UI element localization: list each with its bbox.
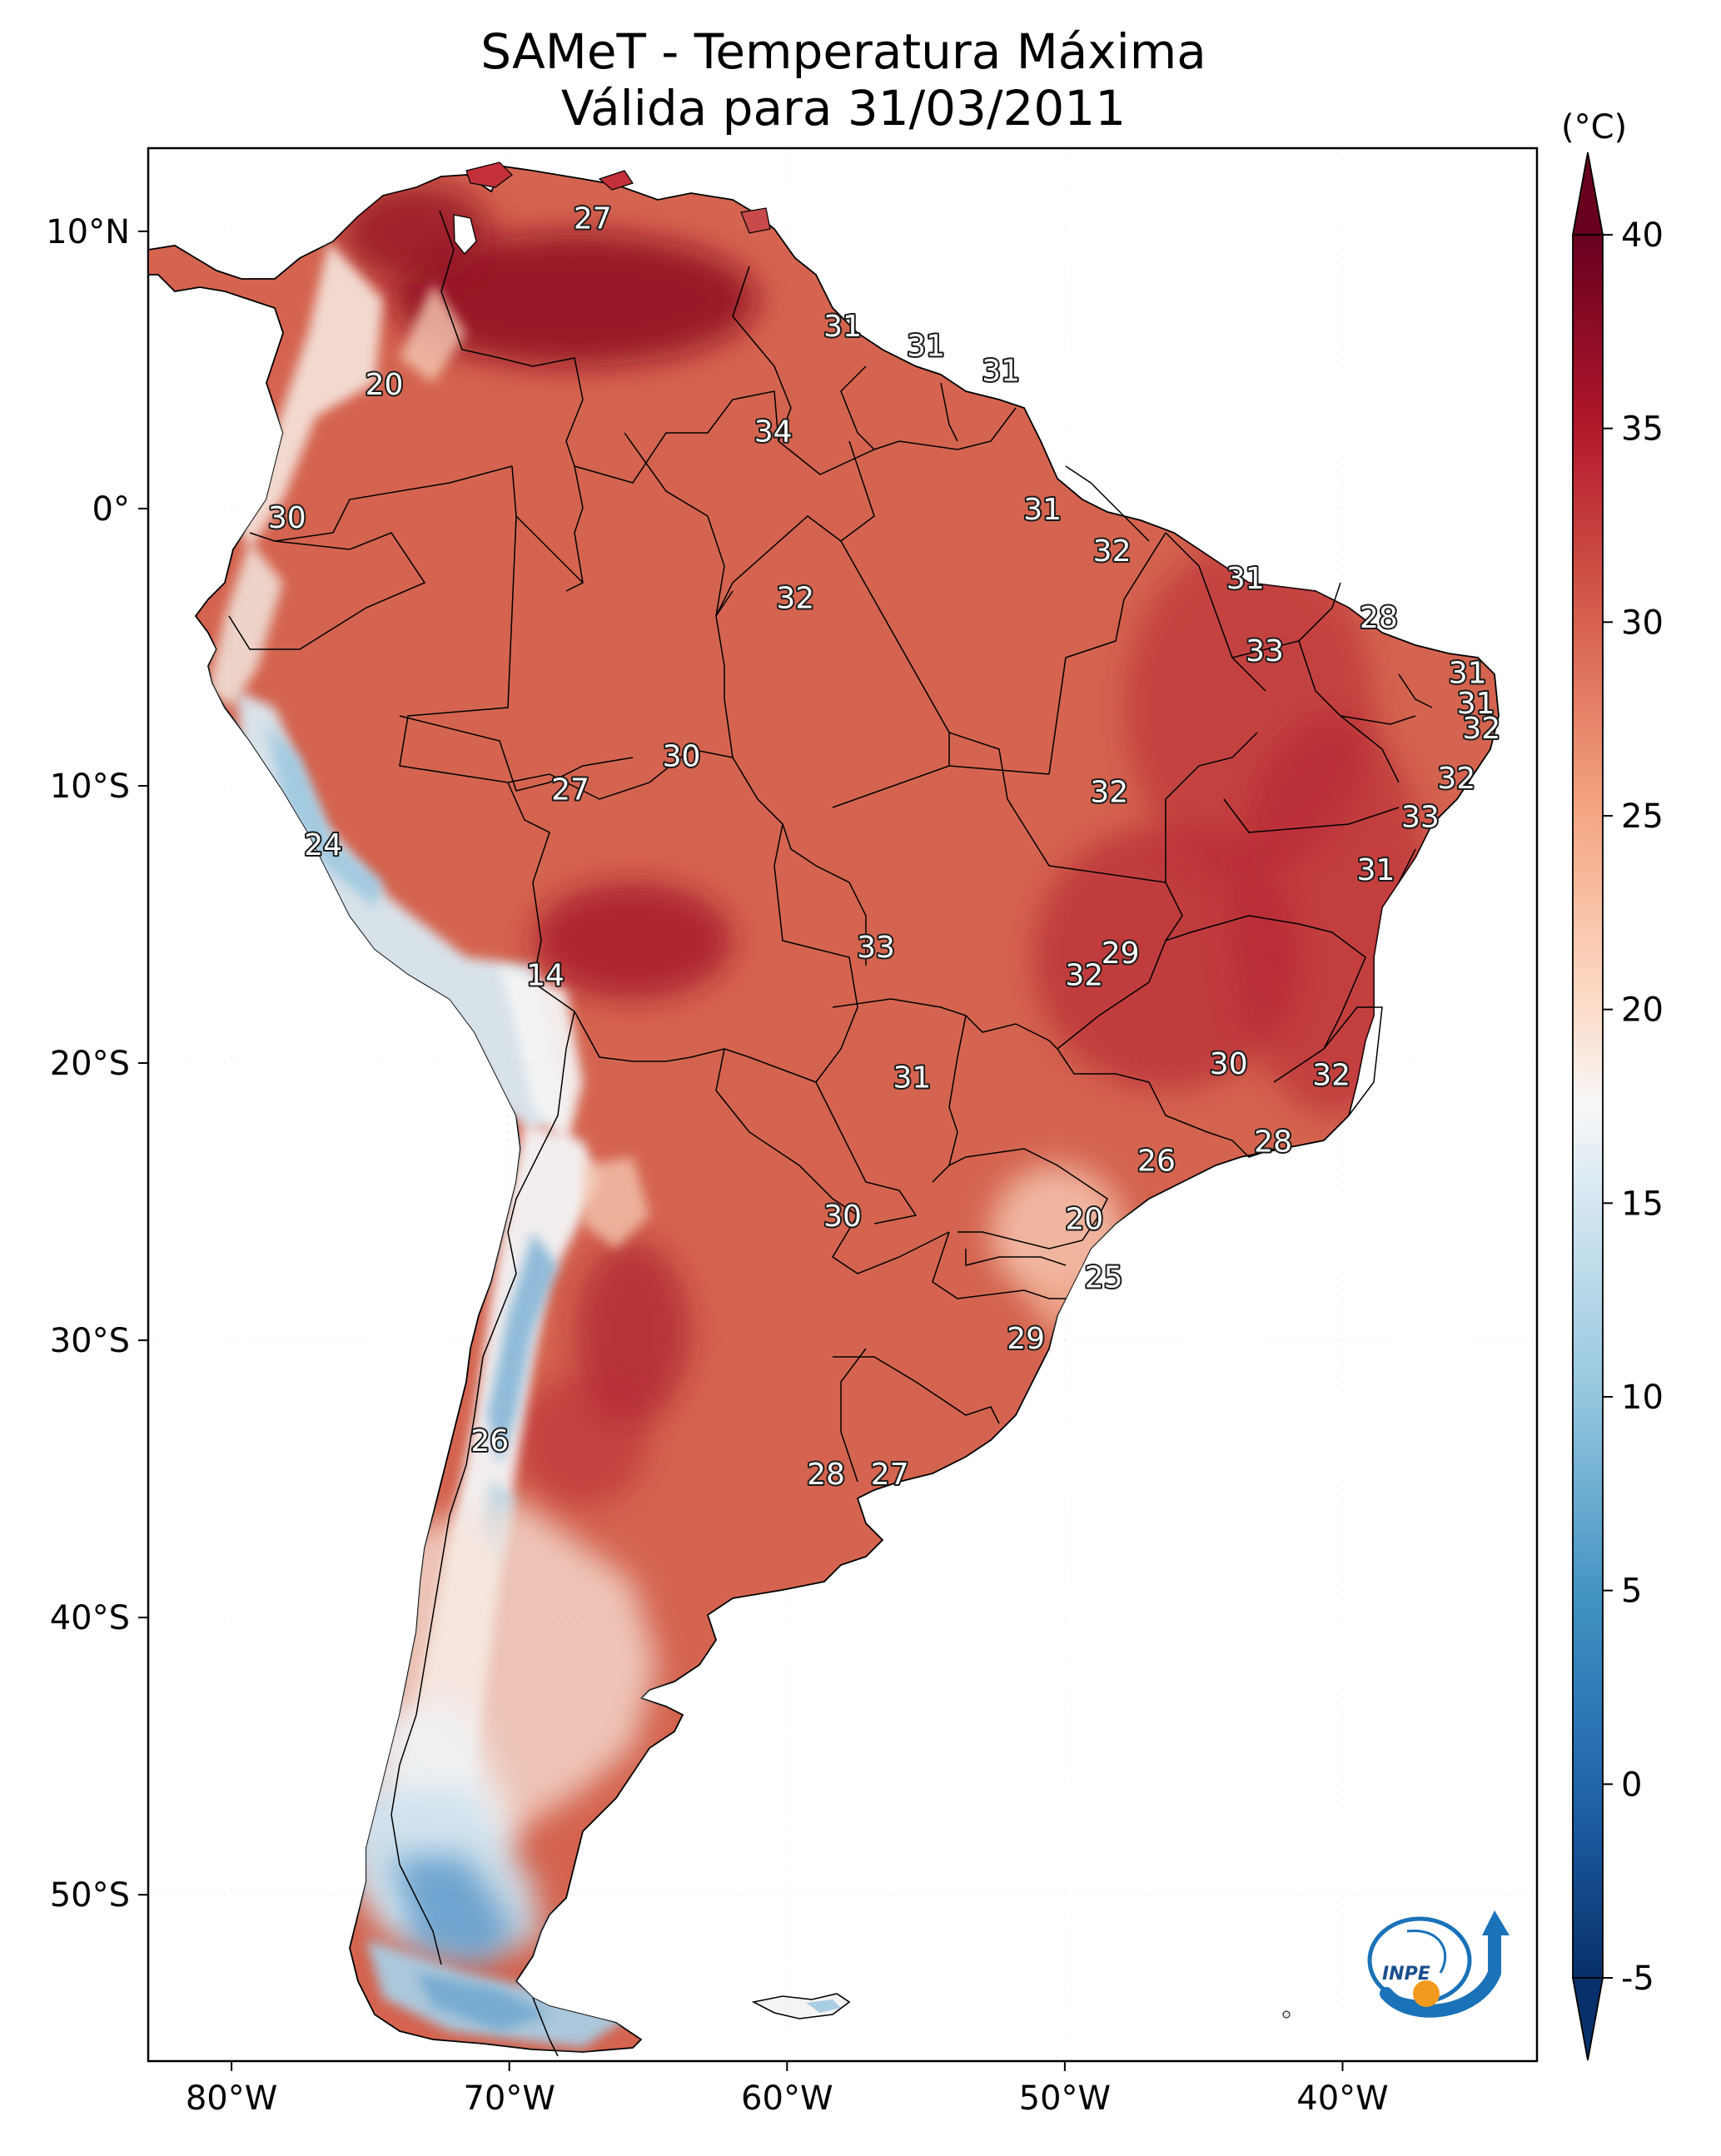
temperature-value-label: 30 — [663, 739, 701, 773]
inpe-logo-text: INPE — [1382, 1964, 1430, 1985]
colorbar-tick-label: 20 — [1621, 991, 1664, 1030]
colorbar-tick-label: 25 — [1621, 797, 1664, 836]
lat-tick-label: 10°N — [46, 213, 130, 251]
temperature-value-label: 26 — [470, 1424, 509, 1458]
temperature-value-label: 31 — [1457, 687, 1495, 721]
lat-tick-label: 0° — [92, 490, 130, 529]
title-line-1: SAMeT - Temperatura Máxima — [480, 23, 1206, 80]
south-america-landmass — [147, 161, 1500, 2057]
temperature-value-label: 20 — [1065, 1203, 1103, 1237]
temperature-value-label: 31 — [823, 310, 862, 344]
lon-tick-label: 40°W — [1296, 2079, 1388, 2118]
temperature-value-label: 28 — [1254, 1125, 1292, 1159]
colorbar-tick-label: 10 — [1621, 1379, 1664, 1417]
temperature-value-label: 31 — [982, 354, 1020, 388]
colorbar-tick-label: -5 — [1621, 1960, 1654, 1998]
temperature-value-label: 31 — [1357, 853, 1395, 887]
temperature-value-label: 33 — [1246, 634, 1284, 668]
temperature-value-label: 30 — [823, 1200, 862, 1234]
temperature-value-label: 33 — [857, 931, 895, 965]
temperature-value-label: 28 — [1360, 601, 1398, 635]
temperature-value-label: 32 — [1093, 534, 1132, 569]
falkland-islands — [751, 1993, 851, 2019]
temperature-value-label: 32 — [1065, 958, 1103, 992]
country-borders — [228, 210, 1433, 2057]
temperature-value-label: 28 — [807, 1458, 845, 1492]
temperature-value-label: 31 — [907, 329, 945, 363]
colorbar-tick-label: 5 — [1621, 1572, 1642, 1611]
temperature-value-label: 14 — [526, 958, 565, 992]
temperature-value-label: 24 — [304, 828, 342, 862]
temperature-value-label: 31 — [1449, 656, 1487, 690]
colorbar-max-arrow — [1571, 152, 1604, 236]
temperature-value-label: 29 — [1007, 1322, 1045, 1356]
colorbar-min-arrow — [1571, 1977, 1604, 2061]
temperature-value-label: 31 — [1023, 493, 1062, 527]
temperature-value-label: 27 — [574, 201, 612, 236]
lat-tick-label: 10°S — [50, 768, 130, 806]
colorbar-gradient — [1572, 234, 1604, 1979]
colorbar-tick-label: 0 — [1621, 1766, 1642, 1804]
lon-tick-label: 50°W — [1019, 2079, 1111, 2118]
temperature-value-label: 26 — [1137, 1145, 1176, 1179]
temperature-value-label: 27 — [551, 772, 589, 807]
lat-tick-label: 20°S — [50, 1045, 130, 1083]
temperature-value-label: 32 — [1090, 776, 1128, 810]
temperature-value-label: 32 — [1462, 712, 1500, 746]
lon-tick-label: 60°W — [741, 2079, 833, 2118]
temperature-value-label: 32 — [776, 582, 814, 616]
temperature-value-label: 30 — [1210, 1047, 1248, 1081]
colorbar-unit-label: (°C) — [1561, 108, 1627, 147]
colorbar: (°C) 40 35 30 25 20 15 10 5 0 -5 — [1561, 108, 1664, 2061]
temperature-value-label: 25 — [1085, 1260, 1123, 1294]
temperature-value-label: 20 — [366, 368, 404, 402]
temperature-value-label: 31 — [893, 1061, 931, 1095]
colorbar-tick-label: 15 — [1621, 1185, 1664, 1223]
lat-tick-label: 50°S — [50, 1876, 130, 1915]
temperature-value-label: 31 — [1226, 562, 1265, 596]
temperature-value-label: 34 — [754, 415, 793, 450]
temperature-value-label: 33 — [1401, 801, 1440, 835]
colorbar-tick-label: 30 — [1621, 604, 1664, 642]
temperature-value-label: 30 — [268, 501, 306, 535]
colorbar-tick-label: 35 — [1621, 410, 1664, 449]
lat-tick-label: 40°S — [50, 1599, 130, 1637]
temperature-value-label: 27 — [871, 1458, 909, 1492]
temperature-field — [208, 183, 1432, 2048]
lon-tick-label: 70°W — [463, 2079, 555, 2118]
colorbar-tick-label: 40 — [1621, 216, 1664, 255]
lon-tick-label: 80°W — [186, 2079, 277, 2118]
lake-maracaibo — [453, 214, 477, 255]
temperature-value-label: 32 — [1312, 1058, 1350, 1092]
temperature-value-label: 32 — [1437, 762, 1475, 796]
temperature-value-label: 29 — [1102, 936, 1140, 971]
inpe-logo: INPE — [1367, 1910, 1510, 2018]
map-axes: 10°N 0° 10°S 20°S 30°S 40°S 50°S 80°W 70°W 60°W 50… — [46, 148, 1537, 2118]
title-line-2: Válida para 31/03/2011 — [560, 80, 1127, 137]
lat-tick-label: 30°S — [50, 1322, 130, 1360]
